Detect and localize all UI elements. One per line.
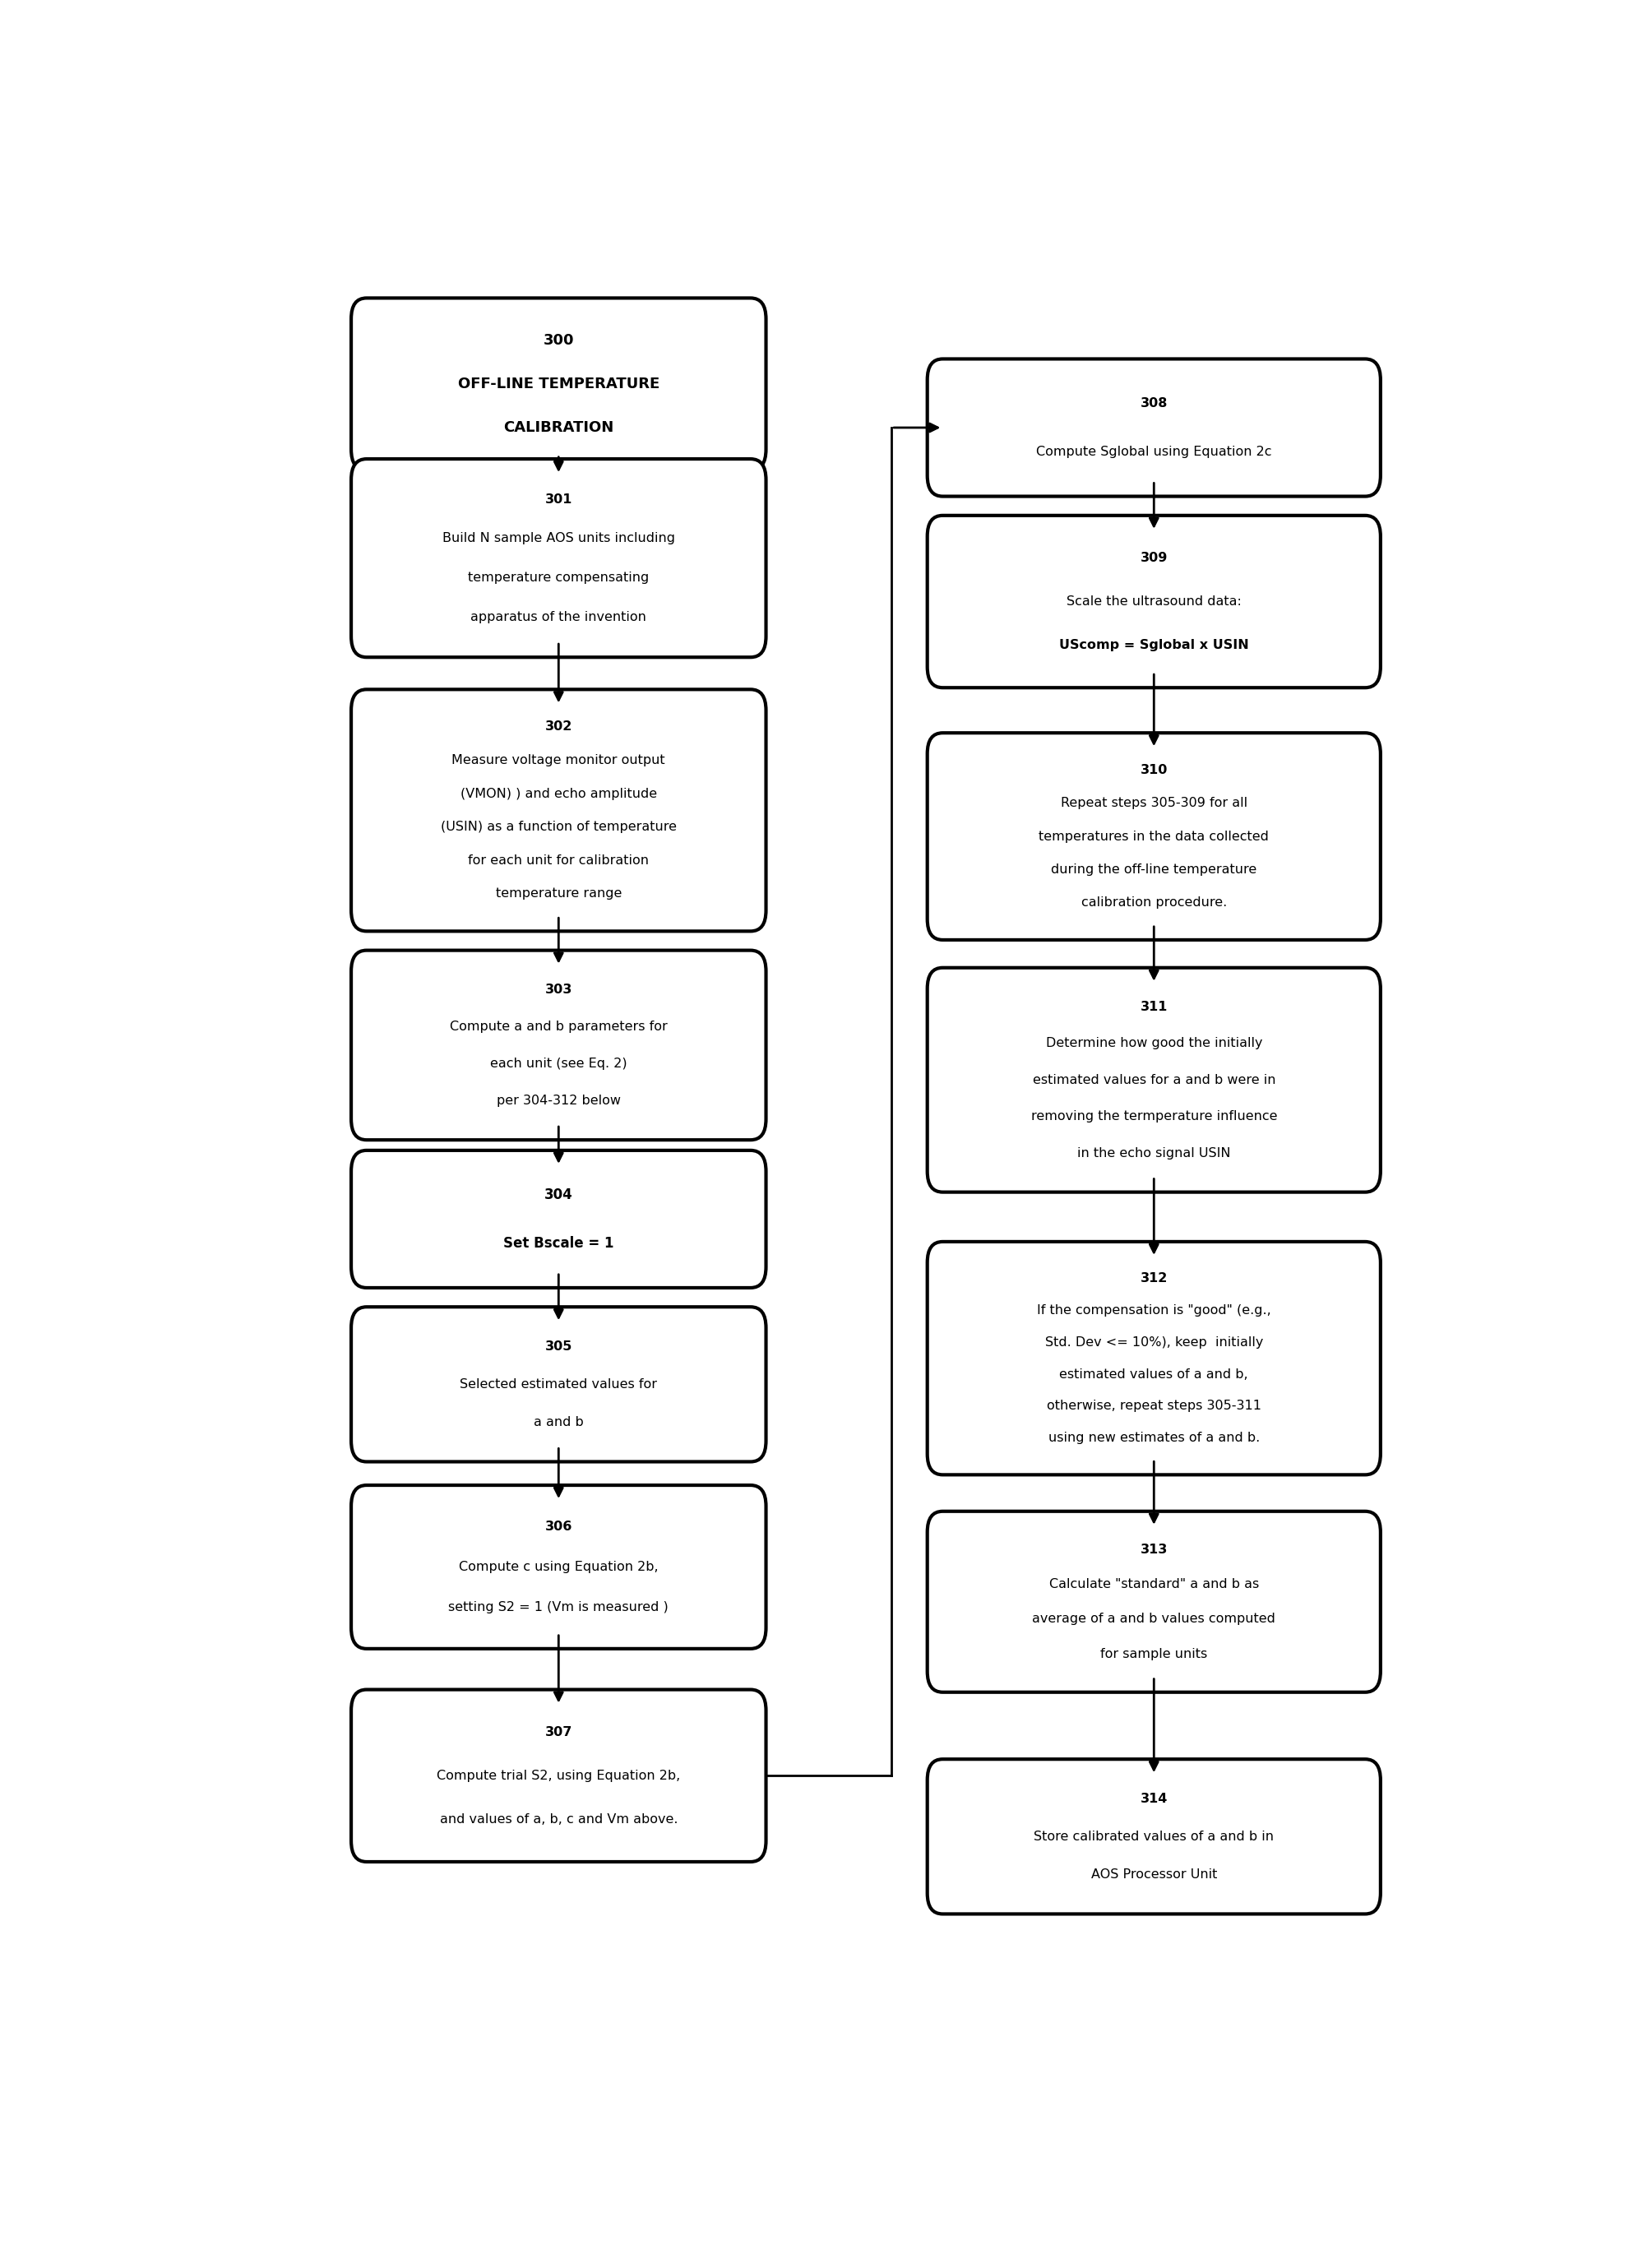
FancyBboxPatch shape: [927, 732, 1381, 940]
Text: in the echo signal USIN: in the echo signal USIN: [1077, 1148, 1231, 1159]
Text: using new estimates of a and b.: using new estimates of a and b.: [1047, 1432, 1260, 1444]
FancyBboxPatch shape: [352, 1690, 767, 1861]
Text: estimated values of a and b,: estimated values of a and b,: [1059, 1369, 1249, 1380]
FancyBboxPatch shape: [352, 1150, 767, 1288]
FancyBboxPatch shape: [352, 1484, 767, 1649]
Text: temperature range: temperature range: [496, 888, 621, 899]
Text: If the compensation is "good" (e.g.,: If the compensation is "good" (e.g.,: [1037, 1303, 1270, 1317]
Text: 300: 300: [544, 334, 573, 348]
Text: 314: 314: [1140, 1794, 1168, 1805]
Text: 312: 312: [1140, 1272, 1168, 1285]
Text: Build N sample AOS units including: Build N sample AOS units including: [443, 533, 676, 544]
Text: apparatus of the invention: apparatus of the invention: [471, 610, 646, 623]
Text: 309: 309: [1140, 551, 1168, 565]
Text: Store calibrated values of a and b in: Store calibrated values of a and b in: [1034, 1830, 1274, 1843]
Text: 311: 311: [1140, 1001, 1168, 1012]
Text: 303: 303: [545, 983, 572, 996]
Text: 305: 305: [545, 1340, 572, 1353]
Text: Repeat steps 305-309 for all: Repeat steps 305-309 for all: [1061, 797, 1247, 809]
Text: Scale the ultrasound data:: Scale the ultrasound data:: [1067, 596, 1241, 608]
FancyBboxPatch shape: [927, 359, 1381, 497]
Text: calibration procedure.: calibration procedure.: [1080, 897, 1227, 908]
Text: 310: 310: [1140, 764, 1168, 777]
Text: for sample units: for sample units: [1100, 1647, 1208, 1660]
Text: setting S2 = 1 (Vm is measured ): setting S2 = 1 (Vm is measured ): [448, 1602, 669, 1613]
Text: OFF-LINE TEMPERATURE: OFF-LINE TEMPERATURE: [458, 377, 659, 391]
Text: Determine how good the initially: Determine how good the initially: [1046, 1037, 1262, 1050]
Text: for each unit for calibration: for each unit for calibration: [468, 854, 649, 867]
Text: and values of a, b, c and Vm above.: and values of a, b, c and Vm above.: [439, 1814, 677, 1825]
FancyBboxPatch shape: [927, 967, 1381, 1193]
Text: CALIBRATION: CALIBRATION: [504, 420, 615, 436]
FancyBboxPatch shape: [927, 1242, 1381, 1475]
Text: otherwise, repeat steps 305-311: otherwise, repeat steps 305-311: [1047, 1401, 1260, 1412]
FancyBboxPatch shape: [352, 951, 767, 1141]
FancyBboxPatch shape: [927, 1511, 1381, 1692]
Text: Set Bscale = 1: Set Bscale = 1: [504, 1236, 615, 1251]
Text: per 304-312 below: per 304-312 below: [497, 1093, 621, 1107]
Text: 308: 308: [1140, 398, 1168, 409]
Text: 304: 304: [544, 1188, 573, 1202]
Text: 306: 306: [545, 1520, 572, 1532]
Text: Compute a and b parameters for: Compute a and b parameters for: [449, 1021, 667, 1032]
Text: Calculate "standard" a and b as: Calculate "standard" a and b as: [1049, 1579, 1259, 1590]
Text: estimated values for a and b were in: estimated values for a and b were in: [1032, 1073, 1275, 1087]
Text: average of a and b values computed: average of a and b values computed: [1032, 1613, 1275, 1624]
Text: Compute trial S2, using Equation 2b,: Compute trial S2, using Equation 2b,: [436, 1769, 681, 1782]
Text: Compute Sglobal using Equation 2c: Compute Sglobal using Equation 2c: [1036, 445, 1272, 459]
Text: each unit (see Eq. 2): each unit (see Eq. 2): [491, 1057, 628, 1071]
Text: temperatures in the data collected: temperatures in the data collected: [1039, 831, 1269, 843]
Text: 301: 301: [545, 492, 572, 506]
FancyBboxPatch shape: [352, 298, 767, 470]
FancyBboxPatch shape: [927, 1760, 1381, 1913]
Text: Std. Dev <= 10%), keep  initially: Std. Dev <= 10%), keep initially: [1044, 1335, 1264, 1349]
Text: during the off-line temperature: during the off-line temperature: [1051, 863, 1257, 876]
Text: Selected estimated values for: Selected estimated values for: [459, 1378, 657, 1392]
FancyBboxPatch shape: [352, 689, 767, 931]
Text: 302: 302: [545, 721, 572, 734]
Text: 307: 307: [545, 1726, 572, 1739]
Text: Measure voltage monitor output: Measure voltage monitor output: [453, 755, 666, 766]
Text: 313: 313: [1140, 1543, 1168, 1556]
FancyBboxPatch shape: [927, 515, 1381, 687]
Text: (VMON) ) and echo amplitude: (VMON) ) and echo amplitude: [461, 788, 657, 800]
Text: removing the termperature influence: removing the termperature influence: [1031, 1109, 1277, 1123]
Text: a and b: a and b: [534, 1416, 583, 1428]
Text: (USIN) as a function of temperature: (USIN) as a function of temperature: [441, 820, 677, 834]
FancyBboxPatch shape: [352, 459, 767, 657]
Text: AOS Processor Unit: AOS Processor Unit: [1090, 1868, 1218, 1879]
Text: Compute c using Equation 2b,: Compute c using Equation 2b,: [459, 1561, 659, 1572]
Text: temperature compensating: temperature compensating: [468, 572, 649, 583]
Text: UScomp = Sglobal x USIN: UScomp = Sglobal x USIN: [1059, 639, 1249, 651]
FancyBboxPatch shape: [352, 1308, 767, 1462]
